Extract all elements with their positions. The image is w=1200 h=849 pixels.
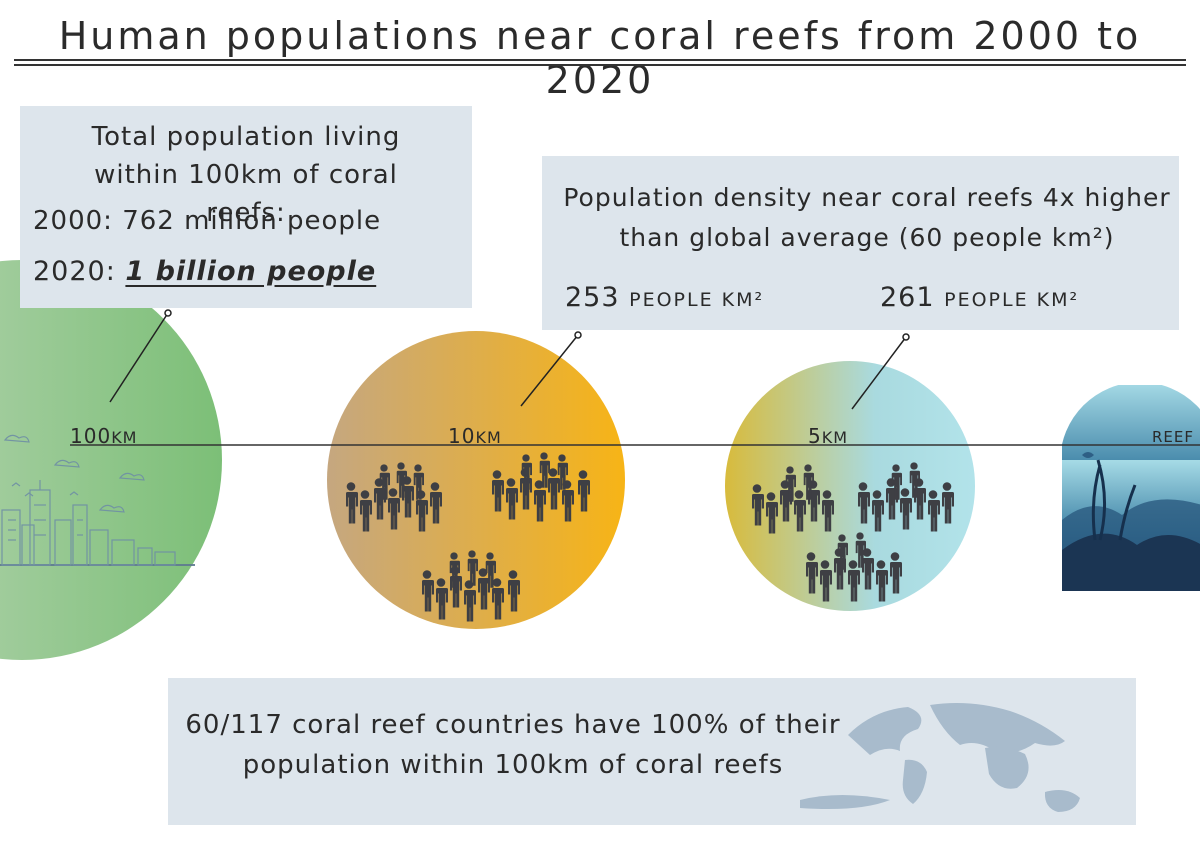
density-5km-unit: people km² (944, 289, 1080, 311)
density-box (542, 156, 1179, 330)
population-2000: 2000: 762 million people (33, 206, 381, 236)
title-underline (14, 59, 1186, 61)
band-10-number: 10 (448, 424, 476, 448)
year-2000-value: 762 million people (122, 206, 382, 236)
total-population-box (20, 106, 472, 308)
band-10-unit: km (475, 428, 502, 447)
title-underline (14, 64, 1186, 66)
countries-statement: 60/117 coral reef countries have 100% of… (185, 710, 841, 780)
density-5km-value: 261 (880, 282, 935, 313)
band-100-unit: km (111, 428, 138, 447)
leader-lines (109, 309, 910, 410)
density-heading: Population density near coral reefs 4x h… (563, 183, 1171, 252)
population-2020: 2020: 1 billion people (33, 256, 376, 287)
city-skyline-icon (0, 434, 195, 566)
countries-box (168, 678, 1136, 825)
year-2020-value: 1 billion people (125, 256, 377, 287)
circle-10km (327, 331, 625, 629)
density-10km-value: 253 (565, 282, 620, 313)
circle-5km (725, 361, 975, 611)
band-5-number: 5 (808, 424, 822, 448)
band-label-reef: reef (1152, 428, 1195, 446)
total-population-heading: Total population living within 100km of … (91, 122, 401, 228)
density-5km: 261 people km² (880, 282, 1079, 313)
density-10km: 253 people km² (565, 282, 764, 313)
year-2020-label: 2020: (33, 256, 116, 287)
band-5-unit: km (821, 428, 849, 447)
band-label-100km: 100km (70, 424, 137, 448)
band-label-10km: 10km (448, 424, 502, 448)
coral-reef-icon (1062, 385, 1200, 591)
world-map-icon (800, 703, 1080, 812)
page-title: Human populations near coral reefs from … (58, 14, 1142, 102)
density-10km-unit: people km² (629, 289, 765, 311)
circle-100km (0, 260, 222, 660)
year-2000-label: 2000: (33, 206, 113, 236)
band-100-number: 100 (70, 424, 112, 448)
band-label-5km: 5km (808, 424, 848, 448)
